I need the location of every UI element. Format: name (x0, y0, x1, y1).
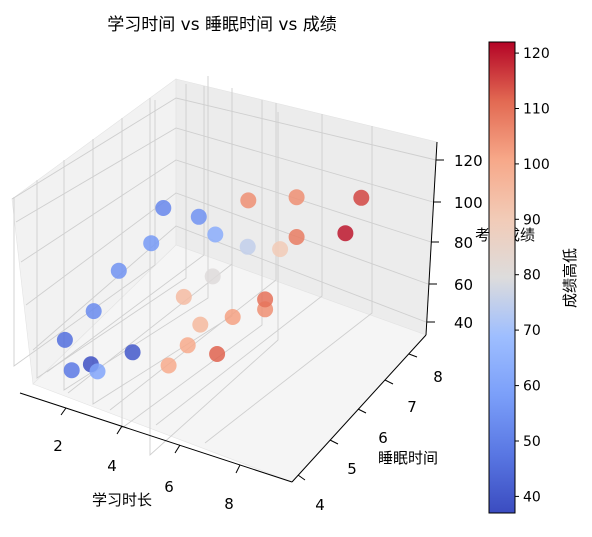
scatter-point (207, 226, 224, 243)
x-tick-mark (174, 444, 181, 454)
scatter-point (288, 229, 305, 245)
x-gridline (13, 100, 156, 367)
scatter-point (110, 262, 127, 279)
scatter-point (337, 225, 354, 242)
y-axis-line (291, 334, 427, 483)
x-tick-label: 6 (164, 478, 174, 496)
scatter-point (224, 309, 241, 325)
y-tick-label: 8 (433, 368, 443, 386)
y-tick-mark (329, 439, 339, 445)
z-gridline (15, 127, 434, 223)
x-tick-mark (60, 407, 67, 416)
y-tick-label: 6 (378, 429, 388, 447)
z-tick-label: 100 (454, 194, 483, 212)
x-tick-mark (116, 425, 123, 435)
scatter-point (257, 291, 274, 308)
x-axis-line (19, 392, 293, 483)
colorbar: 40 50 60 70 80 90 100 110 120 成绩高低 (488, 41, 579, 514)
scatter-point (63, 362, 80, 379)
z-tick-label: 120 (454, 152, 483, 170)
y-tick-mark (357, 408, 367, 414)
y-gridline (46, 86, 205, 373)
x-tick-label: 4 (107, 457, 117, 475)
x-axis-label: 学习时长 (92, 491, 152, 509)
z-gridline (25, 192, 429, 306)
scatter-point (240, 192, 257, 209)
y-gridline (67, 93, 233, 394)
colorbar-tick-label: 90 (523, 212, 541, 228)
z-gridline (32, 225, 427, 351)
y-tick-label: 4 (315, 496, 325, 514)
x-tick-label: 2 (53, 437, 63, 455)
scatter-point (175, 288, 192, 305)
scatter-point (272, 241, 289, 258)
chart-title: 学习时间 vs 睡眠时间 vs 成绩 (107, 15, 336, 35)
tick-labels: 2 4 6 8 4 5 6 7 8 40 60 80 100 120 (53, 152, 482, 514)
scatter-point (209, 346, 226, 362)
pane-group (11, 78, 438, 483)
scatter-point (143, 235, 160, 252)
y-axis-label: 睡眠时间 (378, 449, 438, 467)
z-tick-label: 80 (454, 234, 473, 252)
y-tick-label: 7 (407, 398, 417, 416)
scatter-point (179, 337, 196, 354)
x-gridline (36, 84, 187, 379)
z-gridline (20, 159, 432, 263)
y-tick-mark (408, 353, 418, 358)
y-gridline (204, 126, 373, 444)
y-gridline (155, 114, 323, 426)
colorbar-tick-label: 110 (523, 102, 550, 118)
colorbar-tick-label: 80 (523, 268, 541, 284)
scatter-point (192, 316, 209, 333)
z-tick-label: 60 (454, 276, 473, 294)
colorbar-tick-label: 40 (523, 489, 541, 505)
scatter-point (204, 268, 221, 285)
colorbar-tick-label: 100 (523, 157, 550, 173)
scatter-point (160, 357, 177, 374)
x-tick-label: 8 (224, 495, 234, 513)
scatter-points (56, 189, 370, 380)
colorbar-tick-label: 50 (523, 434, 541, 450)
scatter-point (353, 189, 370, 206)
colorbar-tick-label: 70 (523, 323, 541, 339)
y-tick-label: 5 (347, 460, 357, 478)
scatter-point (124, 344, 141, 361)
colorbar-ticks: 40 50 60 70 80 90 100 110 120 (515, 46, 550, 505)
z-axis-line (425, 141, 438, 336)
colorbar-label: 成绩高低 (561, 248, 579, 308)
x-gridline (63, 76, 209, 391)
colorbar-gradient (488, 41, 516, 514)
scatter-point (190, 208, 207, 225)
colorbar-tick-label: 120 (523, 46, 550, 62)
z-tick-label: 40 (454, 314, 473, 332)
scatter-point (288, 189, 305, 206)
grid-lines (11, 76, 437, 457)
scatter-point (89, 363, 106, 380)
scatter-point (239, 238, 256, 255)
scatter-point (56, 331, 73, 348)
scatter-point (85, 303, 102, 320)
x-tick-mark (235, 464, 241, 474)
colorbar-tick-label: 60 (523, 379, 541, 395)
x-gridline (149, 98, 279, 457)
y-tick-mark (384, 379, 394, 385)
y-tick-mark (297, 474, 306, 481)
z-gridline (11, 97, 437, 200)
axis-lines (19, 141, 438, 483)
tick-marks (60, 159, 444, 481)
scatter-point (155, 200, 172, 216)
